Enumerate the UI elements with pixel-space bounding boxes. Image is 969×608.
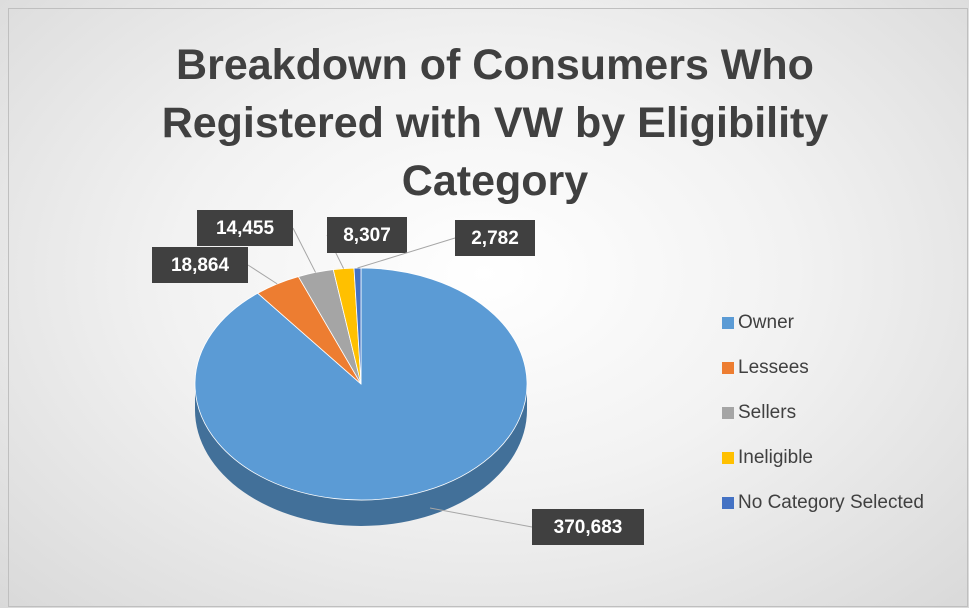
leader-line xyxy=(247,264,278,285)
legend-label: Lessees xyxy=(738,357,809,378)
data-label: 2,782 xyxy=(471,228,519,249)
data-label-box xyxy=(197,210,293,246)
legend-swatch xyxy=(722,407,734,419)
legend-label: Ineligible xyxy=(738,447,813,468)
chart-title: Breakdown of Consumers Who Registered wi… xyxy=(161,41,829,205)
legend-swatch xyxy=(722,497,734,509)
data-label-box xyxy=(327,217,407,253)
data-label: 14,455 xyxy=(216,218,275,239)
legend-swatch xyxy=(722,452,734,464)
data-label-box xyxy=(152,247,248,283)
data-label-box xyxy=(455,220,535,256)
data-label-box xyxy=(532,509,644,545)
data-label: 18,864 xyxy=(171,255,230,276)
leader-line xyxy=(292,227,317,273)
legend-label: Sellers xyxy=(738,402,796,423)
slice-side xyxy=(195,384,527,526)
legend-label: Owner xyxy=(738,312,795,333)
legend-label: No Category Selected xyxy=(738,492,924,513)
legend-swatch xyxy=(722,317,734,329)
legend-swatch xyxy=(722,362,734,374)
data-label: 370,683 xyxy=(554,517,623,538)
data-label: 8,307 xyxy=(343,225,391,246)
chart-frame xyxy=(8,8,968,607)
leader-line xyxy=(357,237,456,269)
leader-line xyxy=(429,507,533,528)
